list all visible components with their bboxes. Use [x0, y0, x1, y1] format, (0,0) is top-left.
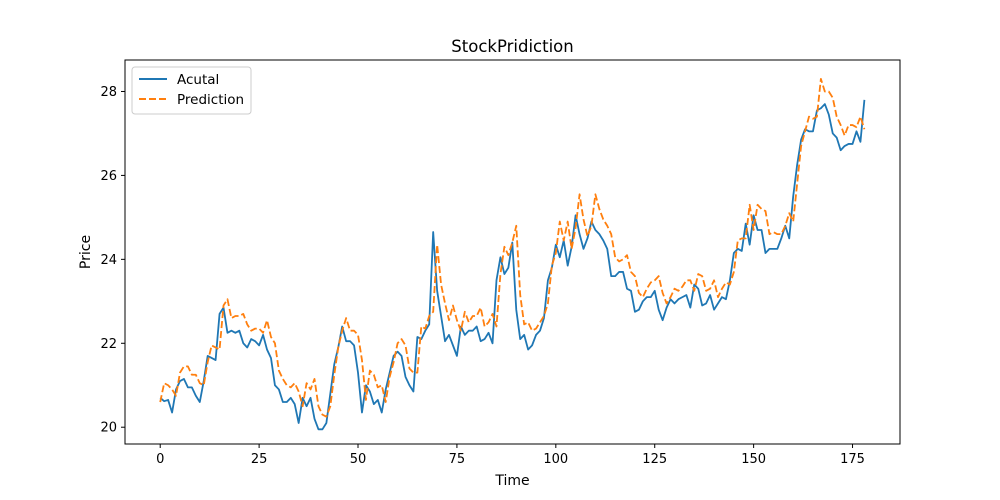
x-tick-label: 0 — [156, 452, 164, 467]
x-tick-label: 150 — [741, 452, 766, 467]
series-layer — [159, 77, 866, 431]
x-tick-label: 75 — [449, 452, 466, 467]
legend-label-actual: Acutal — [177, 72, 219, 88]
y-tick-label: 24 — [100, 253, 117, 268]
y-tick-label: 22 — [100, 337, 117, 352]
legend: Acutal Prediction — [131, 66, 252, 115]
x-tick-label: 100 — [543, 452, 568, 467]
x-axis-label: Time — [494, 473, 529, 489]
chart-title: StockPridiction — [451, 37, 573, 56]
y-tick-label: 28 — [100, 85, 117, 100]
x-tick-label: 25 — [251, 452, 268, 467]
y-tick-label: 20 — [100, 421, 117, 436]
y-tick-label: 26 — [100, 169, 117, 184]
plot-frame — [124, 59, 901, 445]
y-axis-label: Price — [78, 235, 94, 269]
x-tick-label: 50 — [350, 452, 367, 467]
x-tick-label: 175 — [840, 452, 865, 467]
x-tick-label: 125 — [642, 452, 667, 467]
legend-label-prediction: Prediction — [177, 92, 244, 108]
ticks-layer: 0 25 50 75 100 125 150 175 20 22 24 26 28 — [100, 85, 864, 467]
series-line-prediction — [159, 77, 866, 418]
